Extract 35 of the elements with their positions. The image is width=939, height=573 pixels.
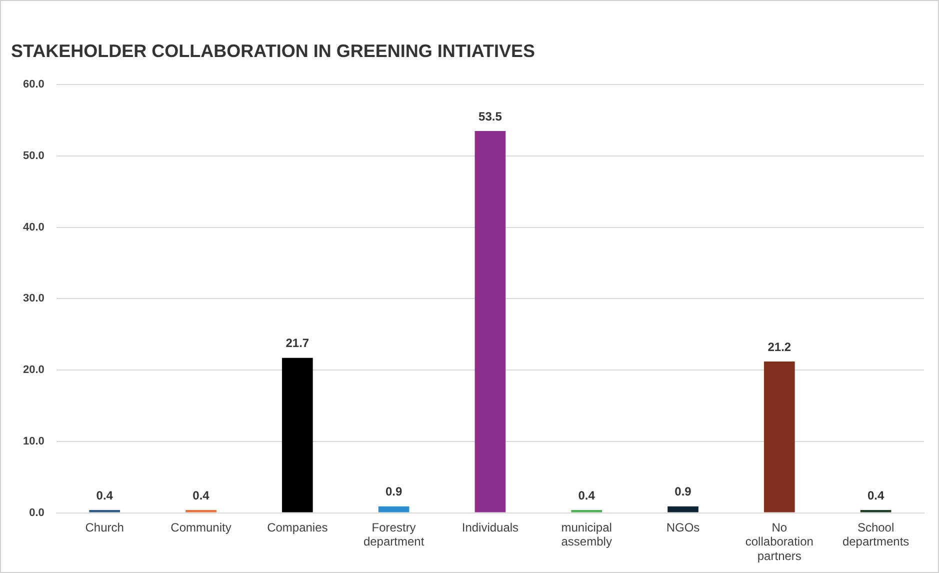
x-tick-label: School departments <box>842 520 910 549</box>
data-label: 0.9 <box>385 484 402 499</box>
y-tick-label: 30.0 <box>22 292 44 305</box>
x-tick-label: Individuals <box>462 520 519 534</box>
bar <box>860 510 892 512</box>
x-tick-label: NGOs <box>666 520 700 534</box>
data-label: 0.4 <box>867 488 884 502</box>
data-label: 21.2 <box>768 340 792 354</box>
y-tick-label: 40.0 <box>22 221 44 234</box>
x-tick-label: Forestry department <box>363 520 425 549</box>
x-tick-label: No collaboration partners <box>745 520 814 564</box>
chart-title: STAKEHOLDER COLLABORATION IN GREENING INTIATIVES <box>11 40 536 61</box>
data-label: 0.4 <box>96 488 114 502</box>
bar <box>89 510 120 512</box>
bar <box>186 510 216 512</box>
data-label: 0.4 <box>578 488 596 502</box>
data-label: 0.9 <box>674 484 692 499</box>
y-tick-label: 60.0 <box>22 78 44 91</box>
bar <box>282 358 313 512</box>
bar <box>764 362 795 512</box>
data-label: 21.7 <box>286 336 310 350</box>
x-tick-label: Church <box>85 520 124 534</box>
x-tick-label: Community <box>170 520 232 534</box>
data-label: 0.4 <box>192 488 210 502</box>
y-tick-label: 20.0 <box>22 364 44 376</box>
data-label: 53.5 <box>478 109 502 124</box>
y-tick-label: 0.0 <box>29 506 44 519</box>
x-tick-label: municipal assembly <box>561 520 612 549</box>
bar <box>571 510 602 512</box>
bar <box>668 506 698 512</box>
y-tick-label: 50.0 <box>22 150 44 162</box>
bar <box>378 506 410 512</box>
bar <box>474 130 506 512</box>
y-tick-label: 10.0 <box>22 435 44 448</box>
x-tick-label: Companies <box>267 520 328 534</box>
